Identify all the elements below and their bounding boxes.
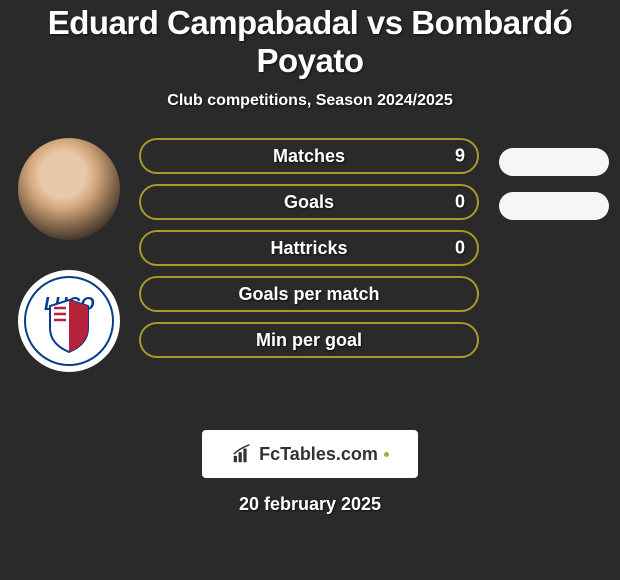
club-logo: LUGO	[18, 270, 120, 372]
page-title: Eduard Campabadal vs Bombardó Poyato	[0, 4, 620, 80]
stat-label: Hattricks	[270, 238, 347, 259]
stat-label: Matches	[273, 146, 345, 167]
stat-value: 0	[455, 192, 465, 213]
date-text: 20 february 2025	[239, 494, 381, 515]
content-row: LUGO Matches 9 Goals 0 Hattricks	[0, 138, 620, 402]
right-pill	[499, 192, 609, 220]
attribution-badge: FcTables.com	[202, 430, 418, 478]
stat-row-min-per-goal: Min per goal	[139, 322, 479, 358]
attribution-text: FcTables.com	[259, 444, 378, 465]
right-column	[488, 138, 620, 402]
club-logo-inner: LUGO	[24, 276, 114, 366]
stats-column: Matches 9 Goals 0 Hattricks 0 Goals per …	[130, 138, 488, 402]
right-pill	[499, 148, 609, 176]
page-subtitle: Club competitions, Season 2024/2025	[167, 92, 452, 110]
stat-value: 9	[455, 146, 465, 167]
player-avatar	[18, 138, 120, 240]
stat-row-matches: Matches 9	[139, 138, 479, 174]
stat-row-goals: Goals 0	[139, 184, 479, 220]
bar-chart-icon	[231, 443, 253, 465]
comparison-card: Eduard Campabadal vs Bombardó Poyato Clu…	[0, 0, 620, 580]
left-column: LUGO	[0, 138, 130, 402]
stat-row-hattricks: Hattricks 0	[139, 230, 479, 266]
stat-row-goals-per-match: Goals per match	[139, 276, 479, 312]
stat-label: Goals	[284, 192, 334, 213]
shield-icon	[46, 298, 92, 354]
stat-label: Min per goal	[256, 330, 362, 351]
stat-value: 0	[455, 238, 465, 259]
stat-label: Goals per match	[238, 284, 379, 305]
dot-icon	[384, 452, 389, 457]
